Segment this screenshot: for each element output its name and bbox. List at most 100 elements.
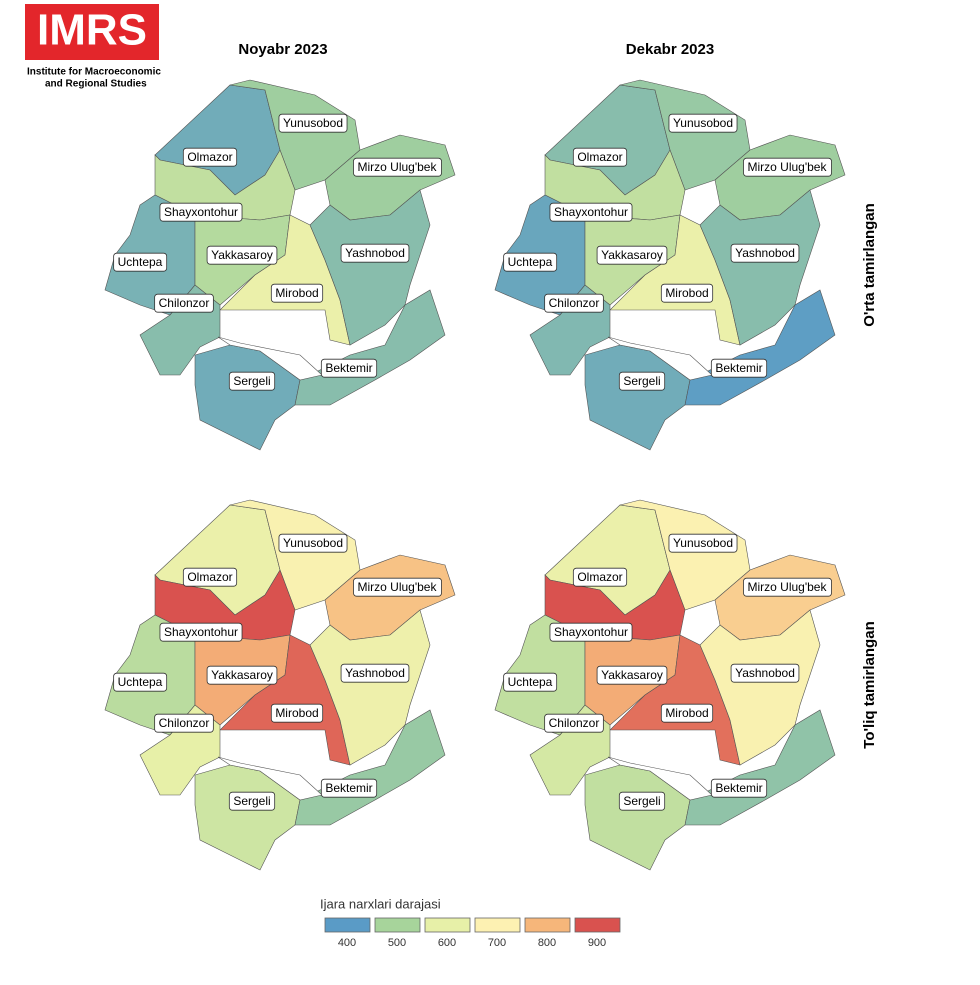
label-box: [228, 371, 276, 391]
legend-swatch: [474, 917, 521, 933]
district-label: Uchtepa: [118, 675, 163, 689]
district-label: Yakkasaroy: [601, 248, 663, 262]
district-label: Mirobod: [275, 706, 318, 720]
district-label: Yakkasaroy: [601, 668, 663, 682]
district-label: Mirobod: [665, 286, 708, 300]
label-box: [544, 713, 604, 733]
district-label: Shayxontohur: [164, 205, 238, 219]
label-box: [320, 358, 378, 378]
label-box: [182, 567, 238, 587]
label-box: [353, 577, 442, 597]
label-box: [572, 147, 628, 167]
column-title: Noyabr 2023: [238, 41, 327, 58]
logo-subtitle: and Regional Studies: [45, 79, 147, 90]
district-label: Uchtepa: [508, 675, 553, 689]
district-label: Chilonzor: [549, 716, 600, 730]
label-box: [549, 622, 633, 642]
legend-tick-label: 900: [588, 937, 606, 949]
legend-swatch: [574, 917, 621, 933]
label-box: [596, 245, 668, 265]
district-label: Mirzo Ulug'bek: [748, 580, 828, 594]
district-label: Bektemir: [715, 361, 762, 375]
district-label: Yunusobod: [283, 116, 343, 130]
legend-swatch: [424, 917, 471, 933]
district-label: Uchtepa: [508, 255, 553, 269]
district-label: Olmazor: [577, 150, 622, 164]
district-label: Yashnobod: [345, 246, 405, 260]
district-label: Yakkasaroy: [211, 248, 273, 262]
district-label: Yunusobod: [283, 536, 343, 550]
district-label: Mirobod: [665, 706, 708, 720]
row-title: O'rta tamirlangan: [861, 203, 878, 327]
district-label: Yashnobod: [345, 666, 405, 680]
district-label: Sergeli: [233, 794, 270, 808]
map-panel: Olmazor Yunusobod Mirzo Ulug'bek Shayxontoh…: [494, 79, 846, 451]
legend-tick-label: 800: [538, 937, 556, 949]
district-label: Mirobod: [275, 286, 318, 300]
map-panel: Olmazor Yunusobod Mirzo Ulug'bek Shayxontoh…: [104, 79, 456, 451]
label-box: [270, 283, 324, 303]
logo-box: [25, 4, 159, 60]
legend-tick-label: 400: [338, 937, 356, 949]
legend-swatch: [324, 917, 371, 933]
label-box: [228, 791, 276, 811]
district: [309, 189, 431, 346]
district-label: Sergeli: [233, 374, 270, 388]
river-gap: [607, 336, 713, 381]
label-box: [206, 245, 278, 265]
label-box: [340, 243, 410, 263]
district: [309, 609, 431, 766]
label-box: [544, 293, 604, 313]
label-box: [353, 157, 442, 177]
label-box: [730, 243, 800, 263]
label-box: [159, 622, 243, 642]
district-label: Olmazor: [577, 570, 622, 584]
map-panel: Olmazor Yunusobod Mirzo Ulug'bek Shayxontoh…: [494, 499, 846, 871]
district-label: Shayxontohur: [164, 625, 238, 639]
district-label: Shayxontohur: [554, 205, 628, 219]
label-box: [159, 202, 243, 222]
district-label: Mirzo Ulug'bek: [358, 580, 438, 594]
district-label: Sergeli: [623, 794, 660, 808]
district-label: Chilonzor: [549, 296, 600, 310]
column-title: Dekabr 2023: [626, 41, 714, 58]
district: [699, 609, 821, 766]
district-label: Olmazor: [187, 150, 232, 164]
label-box: [710, 778, 768, 798]
river-gap: [217, 336, 323, 381]
river-gap: [607, 756, 713, 801]
label-box: [660, 703, 714, 723]
district-label: Sergeli: [623, 374, 660, 388]
label-box: [743, 577, 832, 597]
label-box: [743, 157, 832, 177]
label-box: [572, 567, 628, 587]
district-label: Shayxontohur: [554, 625, 628, 639]
district-label: Yashnobod: [735, 666, 795, 680]
legend-title: Ijara narxlari darajasi: [320, 896, 441, 911]
district-label: Mirzo Ulug'bek: [358, 160, 438, 174]
district-label: Yashnobod: [735, 246, 795, 260]
legend-swatch: [374, 917, 421, 933]
label-box: [113, 252, 168, 272]
label-box: [618, 371, 666, 391]
label-box: [596, 665, 668, 685]
district-label: Chilonzor: [159, 296, 210, 310]
district-label: Yunusobod: [673, 116, 733, 130]
district-label: Bektemir: [715, 781, 762, 795]
legend-tick-label: 700: [488, 937, 506, 949]
label-box: [154, 713, 214, 733]
legend-tick-label: 500: [388, 937, 406, 949]
label-box: [113, 672, 168, 692]
label-box: [618, 791, 666, 811]
district-label: Chilonzor: [159, 716, 210, 730]
label-box: [730, 663, 800, 683]
label-box: [278, 533, 348, 553]
label-box: [278, 113, 348, 133]
district-label: Yunusobod: [673, 536, 733, 550]
district-label: Yakkasaroy: [211, 668, 273, 682]
river-gap: [217, 756, 323, 801]
label-box: [206, 665, 278, 685]
district-label: Uchtepa: [118, 255, 163, 269]
label-box: [320, 778, 378, 798]
